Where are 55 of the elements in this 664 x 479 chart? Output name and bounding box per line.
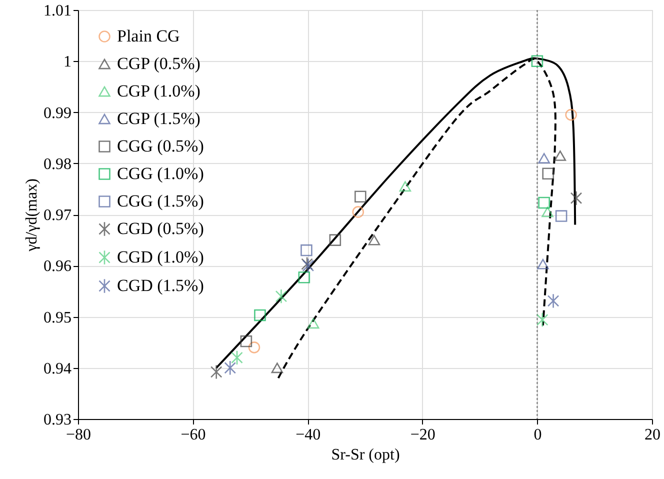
- y-tick-label: 0.96: [44, 258, 72, 276]
- point: [531, 55, 544, 68]
- y-tick-label: 0.94: [44, 360, 72, 378]
- y-tick-label: 0.95: [44, 309, 72, 326]
- point: [399, 181, 412, 192]
- point: [329, 234, 342, 246]
- point: [352, 206, 364, 218]
- point: [271, 362, 284, 374]
- y-tick-label: 1: [64, 54, 72, 71]
- point: [240, 335, 252, 348]
- point: [300, 244, 312, 256]
- legend-label: CGP (0.5%): [117, 54, 200, 73]
- point: [354, 190, 366, 202]
- point: [538, 196, 550, 209]
- point: [565, 108, 577, 121]
- point: [275, 288, 288, 304]
- x-tick-label: 0: [534, 426, 542, 444]
- x-tick-label: 20: [644, 426, 660, 444]
- point: [542, 206, 554, 218]
- point: [555, 210, 568, 222]
- point: [307, 318, 320, 329]
- point: [570, 190, 582, 206]
- x-tick-label: −40: [296, 426, 321, 444]
- legend-label: Plain CG: [117, 26, 180, 46]
- legend-label: CGG (1.5%): [117, 192, 204, 210]
- point: [368, 234, 380, 246]
- y-tick-label: 0.93: [44, 412, 72, 428]
- legend-label: CGG (1.0%): [117, 164, 204, 183]
- point: [298, 271, 310, 284]
- x-axis-title: Sr-Sr (opt): [331, 446, 400, 464]
- legend-label: CGD (1.0%): [117, 248, 204, 266]
- y-tick-label: 1.01: [44, 2, 72, 20]
- point: [254, 309, 266, 322]
- point: [536, 312, 548, 328]
- point: [224, 360, 236, 376]
- y-tick-label: 0.98: [44, 156, 72, 173]
- point: [554, 150, 566, 161]
- point: [210, 364, 222, 380]
- point: [537, 258, 549, 270]
- point: [538, 153, 550, 164]
- x-tick-label: −60: [180, 426, 206, 444]
- y-tick-label: 0.99: [44, 104, 72, 122]
- legend-label: CGD (0.5%): [117, 219, 204, 238]
- y-tick-label: 0.97: [44, 207, 72, 224]
- point: [248, 342, 260, 354]
- legend-label: CGP (1.0%): [117, 82, 200, 100]
- legend-label: CGP (1.5%): [117, 109, 200, 128]
- point: [231, 350, 243, 366]
- point: [542, 168, 554, 180]
- x-tick-label: −80: [66, 426, 92, 444]
- legend-label: CGG (0.5%): [117, 136, 204, 156]
- y-axis-title: γd/γd(max): [24, 178, 40, 252]
- point: [547, 293, 560, 308]
- legend-label: CGD (1.5%): [117, 276, 204, 295]
- x-tick-label: −20: [410, 426, 436, 444]
